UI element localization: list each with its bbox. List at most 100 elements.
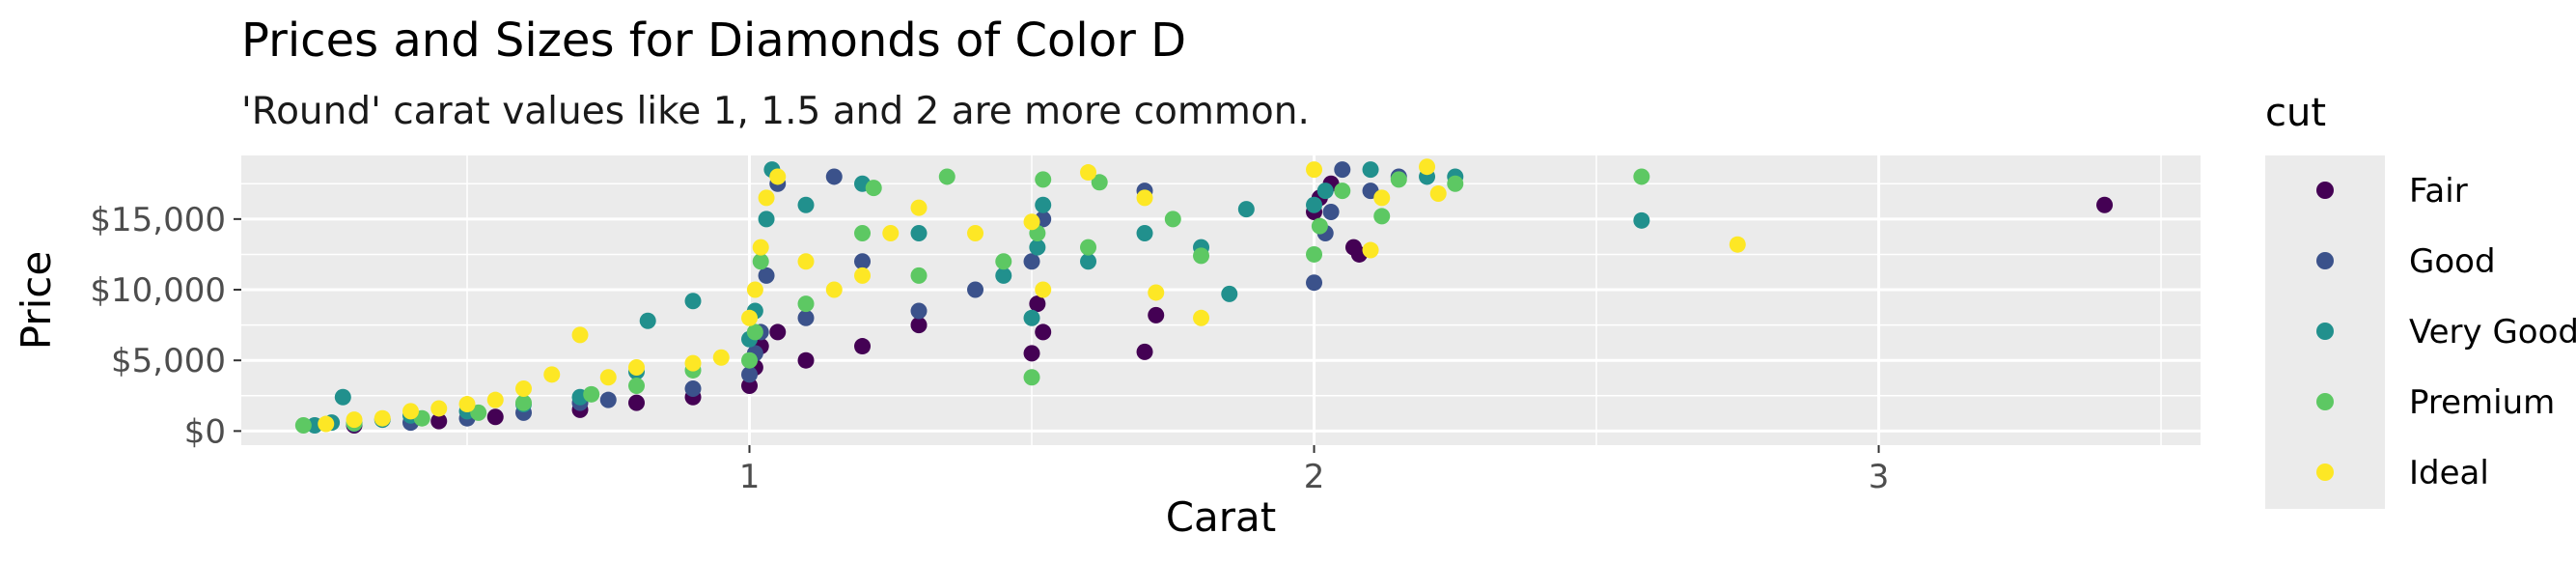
data-point xyxy=(1023,253,1040,270)
data-point xyxy=(865,180,882,197)
data-point xyxy=(746,281,763,298)
data-point xyxy=(1373,189,1391,207)
y-tick-label: $15,000 xyxy=(90,201,226,239)
legend-key xyxy=(2316,323,2334,340)
data-point xyxy=(628,359,646,377)
y-tick-label: $5,000 xyxy=(111,342,226,380)
legend-label: Premium xyxy=(2409,383,2555,422)
chart-subtitle: 'Round' carat values like 1, 1.5 and 2 a… xyxy=(241,90,1310,133)
data-point xyxy=(967,281,984,298)
data-point xyxy=(910,224,928,241)
data-point xyxy=(515,379,533,397)
data-point xyxy=(797,196,815,213)
x-tick-label: 1 xyxy=(739,458,761,496)
data-point xyxy=(1023,213,1040,231)
data-point xyxy=(628,394,646,411)
legend-key xyxy=(2316,252,2334,269)
data-point xyxy=(797,295,815,313)
data-point xyxy=(1136,224,1153,241)
data-point xyxy=(1334,183,1351,200)
data-point xyxy=(1035,323,1052,341)
data-point xyxy=(1221,285,1238,302)
data-point xyxy=(1148,284,1165,301)
data-point xyxy=(1023,369,1040,386)
data-point xyxy=(741,366,759,383)
legend-label: Very Good xyxy=(2409,313,2576,351)
data-point xyxy=(741,351,759,369)
data-point xyxy=(1316,183,1334,200)
data-point xyxy=(1136,343,1153,360)
legend-title: cut xyxy=(2265,91,2326,135)
data-point xyxy=(752,253,769,270)
data-point xyxy=(1035,281,1052,298)
data-point xyxy=(1148,306,1165,323)
data-point xyxy=(430,400,448,417)
grid-lines xyxy=(241,155,2201,445)
data-point xyxy=(882,224,900,241)
data-point xyxy=(1447,175,1464,192)
x-tick-label: 3 xyxy=(1869,458,1890,496)
data-point xyxy=(1035,171,1052,188)
data-point xyxy=(741,309,759,326)
data-point xyxy=(294,417,312,435)
data-point xyxy=(797,253,815,270)
data-point xyxy=(515,394,533,411)
data-point xyxy=(639,312,656,329)
y-tick-label: $0 xyxy=(184,412,226,451)
data-point xyxy=(1306,161,1323,179)
data-point xyxy=(1306,274,1323,292)
data-point xyxy=(318,415,335,433)
chart-title: Prices and Sizes for Diamonds of Color D xyxy=(241,14,1186,68)
data-point xyxy=(2096,196,2114,213)
data-point xyxy=(910,199,928,216)
data-point xyxy=(797,351,815,369)
data-point xyxy=(374,409,391,427)
plot-panel xyxy=(241,155,2201,445)
data-point xyxy=(1334,161,1351,179)
data-point xyxy=(1429,185,1447,203)
legend-label: Fair xyxy=(2409,172,2468,211)
data-point xyxy=(752,239,769,256)
data-point xyxy=(1237,201,1255,218)
data-point xyxy=(995,253,1012,270)
data-point xyxy=(712,349,730,366)
data-point xyxy=(1390,171,1407,188)
x-tick-label: 2 xyxy=(1304,458,1325,496)
data-point xyxy=(1136,189,1153,207)
series-premium xyxy=(294,168,1650,435)
data-point xyxy=(910,317,928,334)
data-point xyxy=(470,404,487,421)
data-point xyxy=(1080,253,1097,270)
data-point xyxy=(854,253,872,270)
data-point xyxy=(1729,236,1746,253)
data-point xyxy=(797,309,815,326)
data-point xyxy=(938,168,956,185)
data-point xyxy=(1419,158,1436,176)
y-tick-label: $10,000 xyxy=(90,271,226,310)
data-point xyxy=(1164,211,1181,228)
data-point xyxy=(1080,239,1097,256)
data-point xyxy=(769,323,787,341)
data-point xyxy=(599,391,617,408)
data-point xyxy=(1080,164,1097,182)
data-point xyxy=(769,168,787,185)
data-point xyxy=(458,396,476,413)
legend: Fair Good Very Good Premium Ideal xyxy=(2265,155,2576,509)
legend-label: Ideal xyxy=(2409,454,2489,492)
data-point xyxy=(402,403,420,420)
data-point xyxy=(1633,211,1650,229)
data-point xyxy=(628,378,646,395)
data-point xyxy=(1373,208,1391,225)
legend-label: Good xyxy=(2409,242,2496,281)
data-point xyxy=(910,302,928,320)
data-point xyxy=(1344,239,1362,256)
data-point xyxy=(543,366,561,383)
data-point xyxy=(825,281,843,298)
data-point xyxy=(1023,309,1040,326)
data-point xyxy=(486,391,504,408)
data-point xyxy=(1362,241,1379,259)
data-point xyxy=(746,323,763,341)
data-point xyxy=(825,168,843,185)
data-point xyxy=(758,189,775,207)
